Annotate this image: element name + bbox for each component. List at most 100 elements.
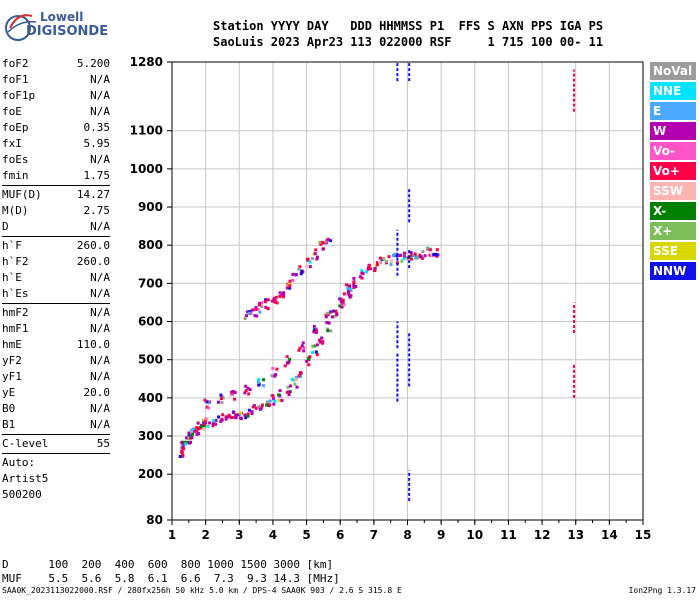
echo-point xyxy=(360,269,364,273)
echo-point xyxy=(402,255,406,259)
legend-item: X- xyxy=(650,202,696,220)
echo-point xyxy=(410,253,414,257)
echo-point xyxy=(250,410,254,414)
echo-point xyxy=(333,314,337,318)
station-header: Station YYYY DAY DDD HHMMSS P1 FFS S AXN… xyxy=(213,18,603,50)
x-tick-label: 15 xyxy=(635,528,652,542)
echo-point xyxy=(347,289,351,293)
echo-point xyxy=(254,306,258,310)
echo-point xyxy=(221,413,225,417)
echo-point xyxy=(315,255,319,259)
echo-point xyxy=(180,441,184,445)
echo-point xyxy=(246,414,250,418)
echo-point xyxy=(319,242,323,246)
echo-point xyxy=(187,433,191,437)
echo-point xyxy=(236,413,240,417)
echo-point xyxy=(248,388,252,392)
echo-point xyxy=(287,360,291,364)
echo-point xyxy=(409,257,413,261)
echo-point xyxy=(288,279,292,283)
echo-point xyxy=(264,305,268,309)
echo-point xyxy=(320,341,324,345)
echo-point xyxy=(324,240,328,244)
param-row: C-level 55 xyxy=(2,436,110,452)
echo-point xyxy=(288,384,292,388)
echo-point xyxy=(256,380,260,384)
echo-point xyxy=(311,257,315,261)
param-value: N/A xyxy=(90,418,110,431)
echo-point xyxy=(395,254,399,258)
echo-point xyxy=(286,385,290,389)
echo-point xyxy=(325,311,329,315)
param-value: 14.27 xyxy=(76,188,110,201)
echo-point xyxy=(204,417,208,421)
param-value: N/A xyxy=(90,306,110,319)
echo-point xyxy=(293,382,297,386)
param-label: B0 xyxy=(2,402,16,415)
echo-point xyxy=(409,251,413,255)
echo-point xyxy=(375,263,379,267)
header-values: SaoLuis 2023 Apr23 113 022000 RSF 1 715 … xyxy=(213,35,604,49)
echo-point xyxy=(338,304,342,308)
param-label: M(D) xyxy=(2,204,29,217)
x-tick-label: 11 xyxy=(500,528,517,542)
echo-point xyxy=(271,394,275,398)
param-value: 1.75 xyxy=(83,169,111,182)
echo-point xyxy=(334,309,338,313)
echo-point xyxy=(347,284,351,288)
echo-point xyxy=(430,252,434,256)
echo-point xyxy=(297,348,301,352)
param-value: N/A xyxy=(90,354,110,367)
echo-point xyxy=(326,321,330,325)
muf-row: MUF 5.5 5.6 5.8 6.1 6.6 7.3 9.3 14.3 [MH… xyxy=(2,572,340,585)
y-tick-label: 300 xyxy=(138,429,163,443)
echo-point xyxy=(332,309,336,313)
echo-point xyxy=(206,424,210,428)
echo-point xyxy=(295,385,299,389)
echo-point xyxy=(254,406,258,410)
echo-point xyxy=(391,254,395,258)
param-value: 5.95 xyxy=(83,137,111,150)
param-value: N/A xyxy=(90,105,110,118)
echo-point xyxy=(257,378,261,382)
echo-point xyxy=(261,384,265,388)
echo-point xyxy=(314,350,318,354)
param-value: N/A xyxy=(90,287,110,300)
echo-point xyxy=(317,338,321,342)
echo-point xyxy=(247,392,251,396)
autoscale-info: 500200 xyxy=(2,488,42,501)
echo-point xyxy=(230,416,234,420)
echo-point xyxy=(434,252,438,256)
echo-point xyxy=(246,412,250,416)
param-label: fxI xyxy=(2,137,22,150)
param-label: foF2 xyxy=(2,57,29,70)
echo-point xyxy=(360,276,364,280)
param-label: hmE xyxy=(2,338,22,351)
echo-point xyxy=(283,364,287,368)
legend-item: Vo- xyxy=(650,142,696,160)
echo-point xyxy=(280,398,284,402)
param-value: N/A xyxy=(90,271,110,284)
echo-point xyxy=(321,340,325,344)
echo-point xyxy=(367,266,371,270)
echo-point xyxy=(311,351,315,355)
param-row: M(D) 2.75 xyxy=(2,203,110,219)
echo-point xyxy=(265,401,269,405)
echo-point xyxy=(314,248,318,252)
echo-point xyxy=(208,421,212,425)
echo-point xyxy=(201,427,205,431)
x-tick-label: 10 xyxy=(466,528,483,542)
echo-point xyxy=(315,257,319,261)
echo-point xyxy=(406,250,410,254)
echo-point xyxy=(211,422,215,426)
digisonde-logo: Lowell DIGISONDE xyxy=(4,6,108,46)
echo-point xyxy=(352,276,356,280)
autoscale-info: Auto: xyxy=(2,456,36,469)
echo-point xyxy=(243,413,247,417)
echo-point xyxy=(320,336,324,340)
echo-point xyxy=(318,340,322,344)
echo-point xyxy=(181,447,185,451)
echo-point xyxy=(219,393,223,397)
echo-point xyxy=(308,265,312,269)
echo-point xyxy=(277,393,281,397)
